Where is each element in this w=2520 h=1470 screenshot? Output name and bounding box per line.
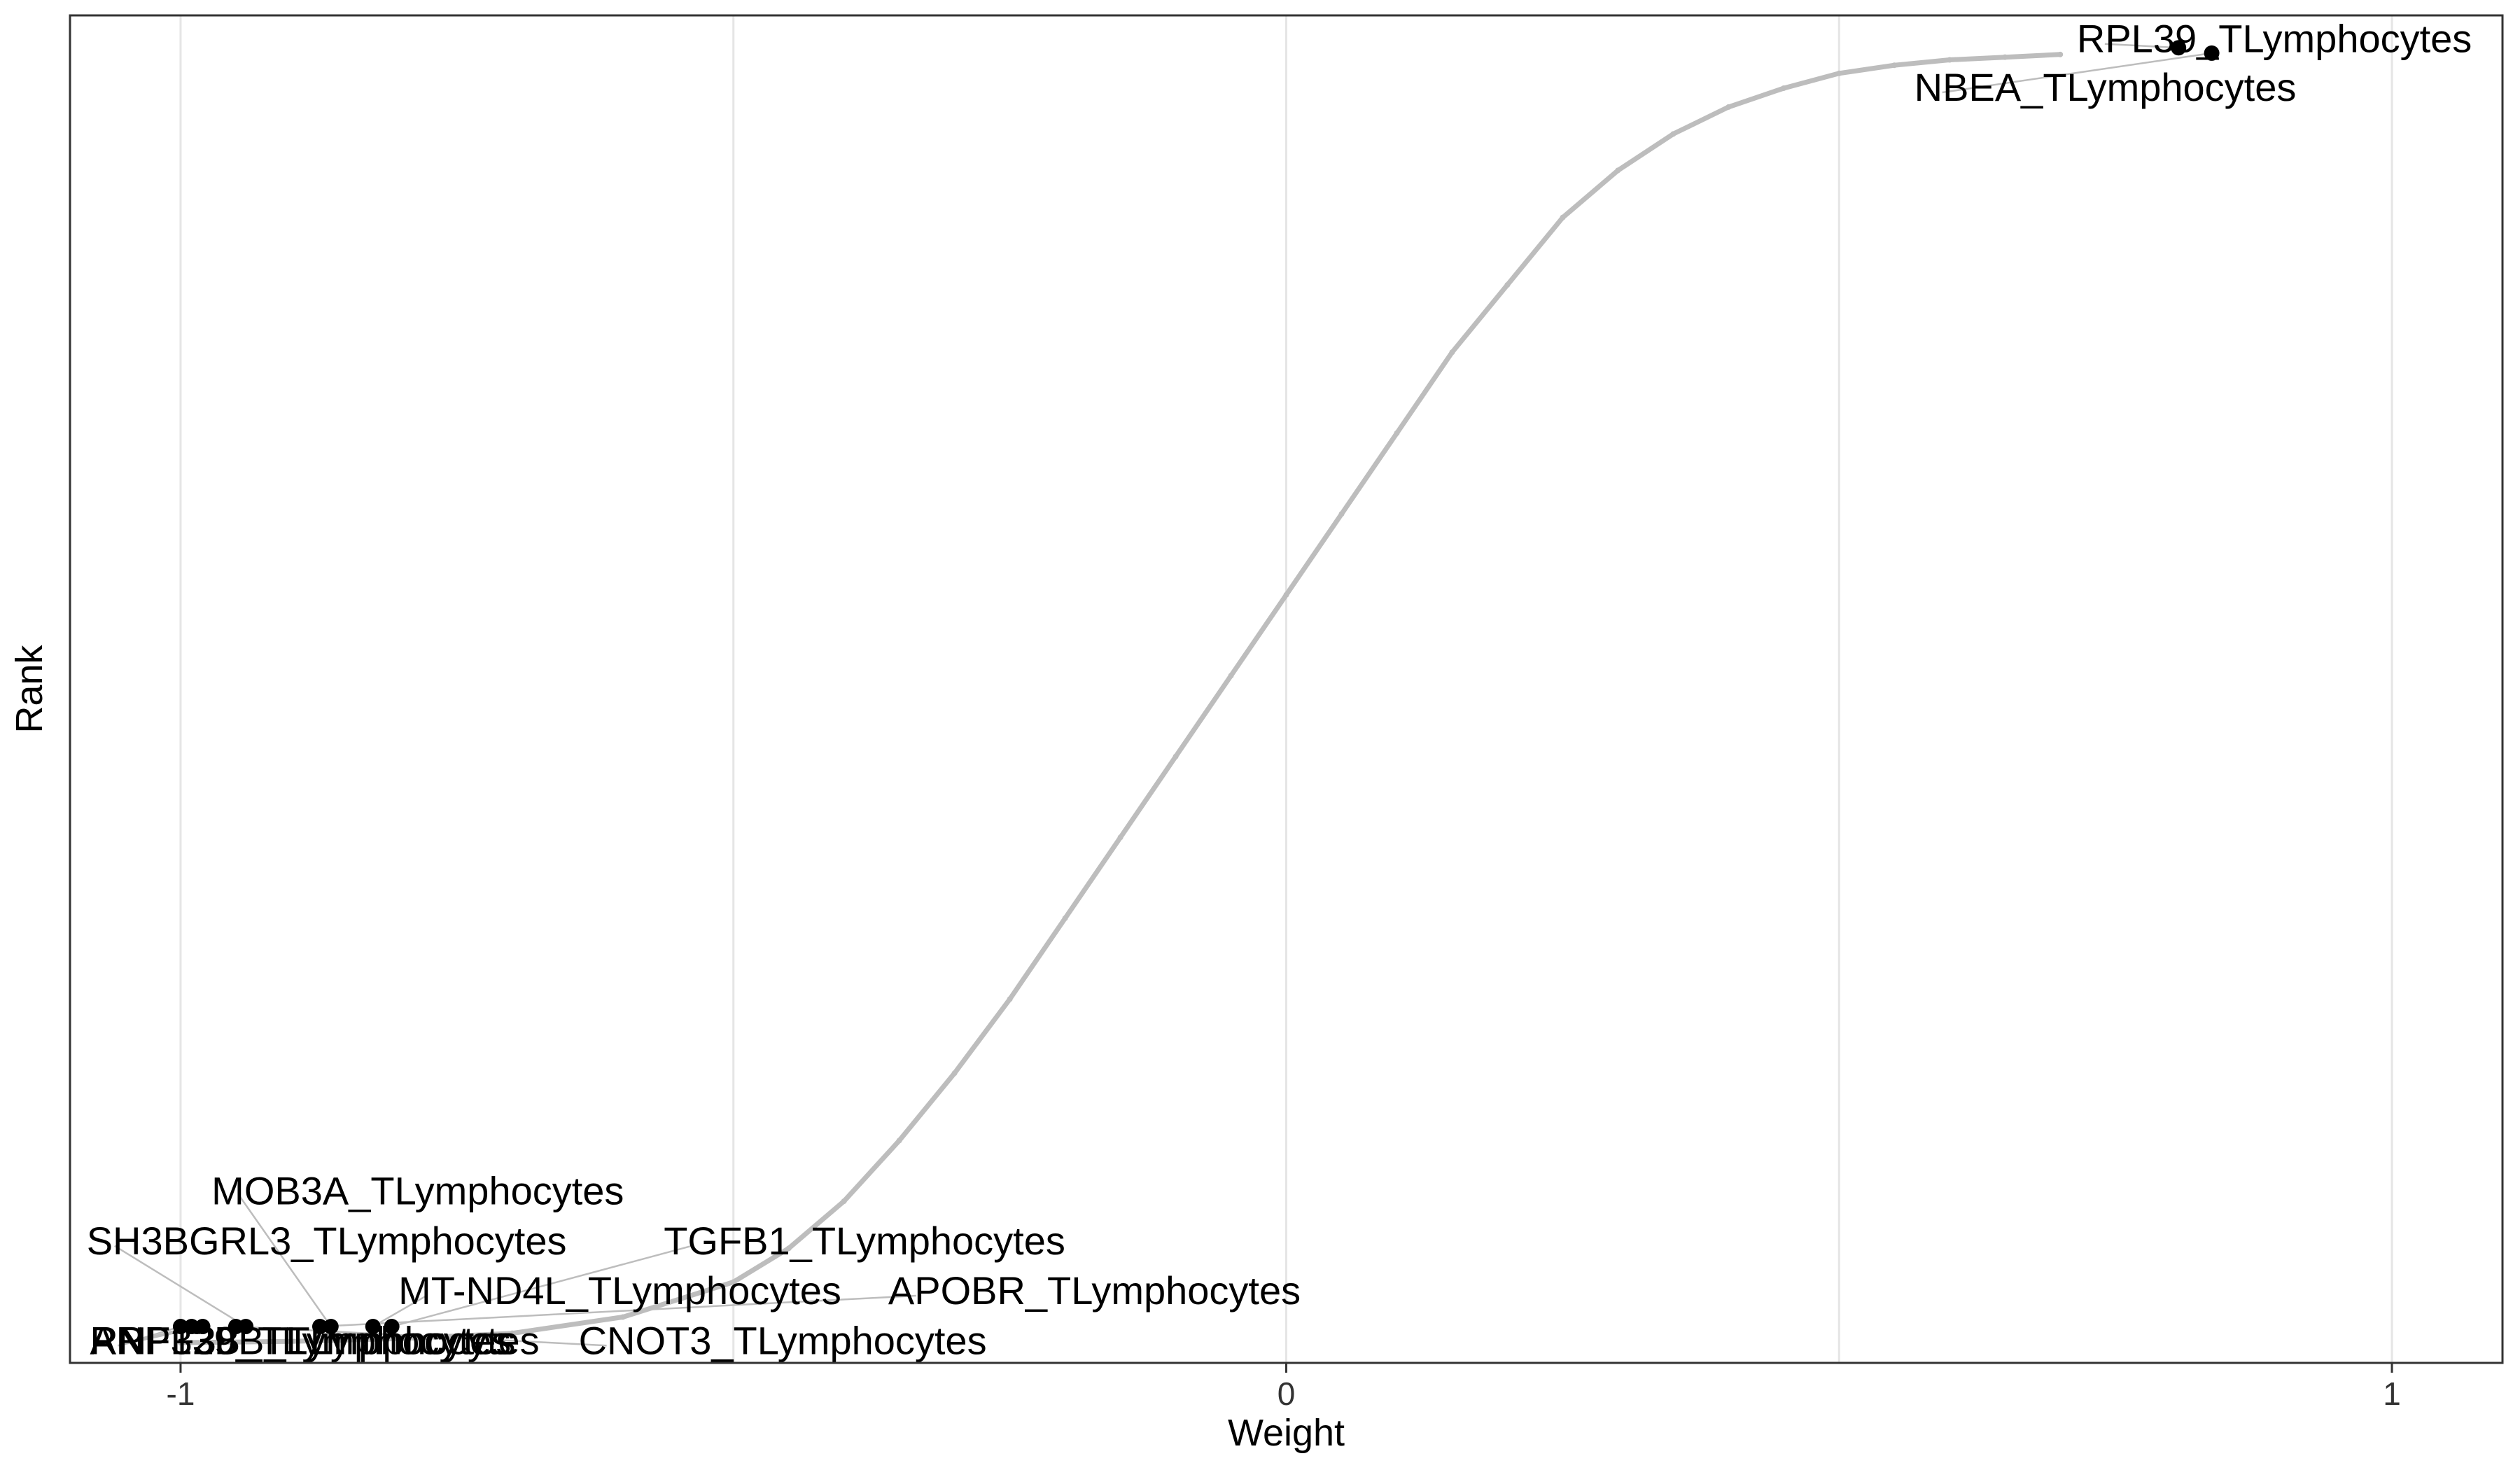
curve-point	[1172, 753, 1179, 760]
point-label: MT-ND4L_TLymphocytes	[398, 1268, 841, 1312]
label-connector	[2104, 43, 2179, 49]
x-tick-label: -1	[167, 1376, 195, 1412]
curve-point	[785, 1245, 792, 1252]
point-label: SH3BGRL3_TLymphocytes	[87, 1219, 567, 1263]
x-tick-label: 0	[1278, 1376, 1296, 1412]
highlighted-point	[2204, 45, 2220, 61]
point-label: RNF139_TLymphocytes	[90, 1318, 511, 1362]
curve-point	[398, 1336, 405, 1342]
curve-point	[1726, 104, 1732, 110]
y-axis-title: Rank	[8, 644, 50, 733]
curve-point	[951, 1070, 958, 1077]
curve-point	[1836, 70, 1842, 76]
highlighted-point	[384, 1319, 400, 1335]
curve-point	[620, 1314, 626, 1320]
point-label: RPL39_TLymphocytes	[2077, 17, 2472, 61]
curve-point	[1117, 834, 1124, 841]
highlighted-point	[312, 1319, 328, 1335]
curve-point	[1947, 57, 1953, 63]
curve-point	[2057, 51, 2064, 57]
rank-curve-line	[178, 52, 2063, 1345]
point-label: NBEA_TLymphocytes	[1914, 65, 2297, 109]
curve-point	[1615, 167, 1621, 174]
curve-point	[1560, 214, 1566, 220]
point-label: TGFB1_TLymphocytes	[664, 1219, 1065, 1263]
curve-point	[841, 1198, 847, 1204]
x-axis-title: Weight	[1228, 1412, 1345, 1454]
label-connector	[391, 1245, 692, 1328]
curve-point	[896, 1138, 902, 1144]
x-axis-ticks: -1 0 1	[167, 1363, 2401, 1412]
highlighted-points	[172, 40, 2220, 1335]
label-connector	[114, 1245, 246, 1328]
point-label: MOB3A_TLymphocytes	[211, 1169, 624, 1213]
curve-point	[1670, 131, 1676, 137]
curve-point	[288, 1338, 294, 1345]
highlighted-point	[323, 1319, 339, 1335]
curve-point	[1228, 673, 1234, 679]
highlighted-point	[195, 1319, 211, 1335]
point-label: APOBR_TLymphocytes	[888, 1268, 1301, 1312]
label-connector	[1942, 52, 2212, 94]
point-label: ANP32B_TLymphocytes	[90, 1318, 515, 1362]
label-connector	[372, 1294, 427, 1328]
point-label: PRPF38B_TLymphocytes	[90, 1318, 539, 1362]
x-tick-label: 1	[2383, 1376, 2401, 1412]
point-label: CNOT3_TLymphocytes	[579, 1318, 987, 1362]
curve-point	[1283, 592, 1289, 598]
curve-point	[1338, 511, 1345, 517]
highlighted-point	[172, 1319, 188, 1335]
curve-point	[1394, 430, 1400, 436]
curve-point	[1781, 85, 1787, 91]
grid-lines	[179, 15, 2393, 1363]
label-connector	[319, 1294, 916, 1328]
highlighted-point	[183, 1319, 200, 1335]
rank-curve	[177, 51, 2064, 1346]
label-connector	[235, 1325, 607, 1347]
curve-point	[730, 1279, 736, 1285]
curve-point	[2002, 54, 2008, 60]
curve-point	[1891, 62, 1898, 69]
curve-point	[1007, 996, 1013, 1002]
highlighted-point	[2171, 40, 2187, 56]
curve-point	[1062, 915, 1068, 921]
curve-point	[1449, 349, 1455, 356]
curve-point	[509, 1330, 515, 1336]
label-connector	[239, 1195, 332, 1327]
curve-point	[1504, 282, 1511, 288]
highlighted-point	[227, 1319, 244, 1335]
highlighted-point	[365, 1319, 381, 1335]
curve-point	[177, 1340, 183, 1346]
